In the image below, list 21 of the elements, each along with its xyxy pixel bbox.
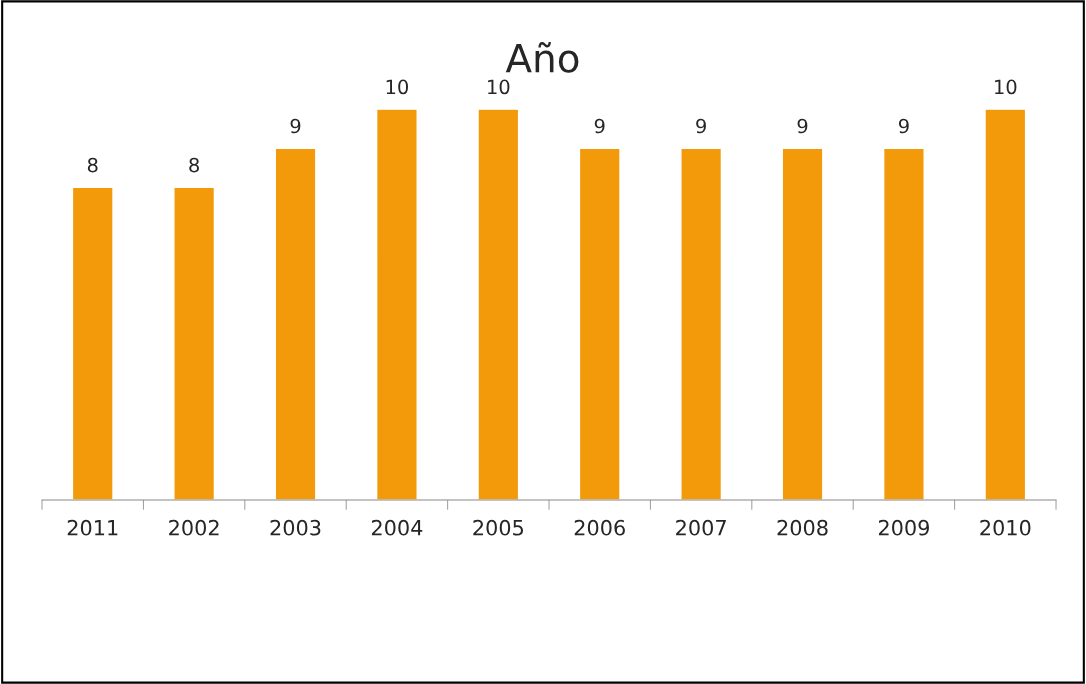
data-label: 10 <box>386 79 409 95</box>
data-label: 9 <box>594 118 605 134</box>
x-tick-label: 2011 <box>67 519 118 536</box>
x-tick-label: 2006 <box>574 519 625 536</box>
data-label: 10 <box>995 79 1017 95</box>
x-tick-label: 2009 <box>878 519 929 536</box>
data-label: 9 <box>290 118 301 134</box>
x-tick-label: 2010 <box>980 519 1031 536</box>
data-label: 8 <box>87 157 98 173</box>
x-tick-label: 2004 <box>371 519 423 536</box>
data-label: 9 <box>696 118 706 134</box>
data-label: 10 <box>488 79 510 95</box>
x-tick-label: 2008 <box>777 519 828 536</box>
x-tick-label: 2005 <box>473 519 524 536</box>
data-label: 9 <box>898 118 909 134</box>
chart-title: Año <box>505 42 579 73</box>
x-tick-label: 2003 <box>270 519 321 536</box>
x-tick-label: 2007 <box>676 519 726 536</box>
data-label: 8 <box>189 157 199 173</box>
data-label: 9 <box>797 118 808 134</box>
x-tick-label: 2002 <box>169 519 219 536</box>
